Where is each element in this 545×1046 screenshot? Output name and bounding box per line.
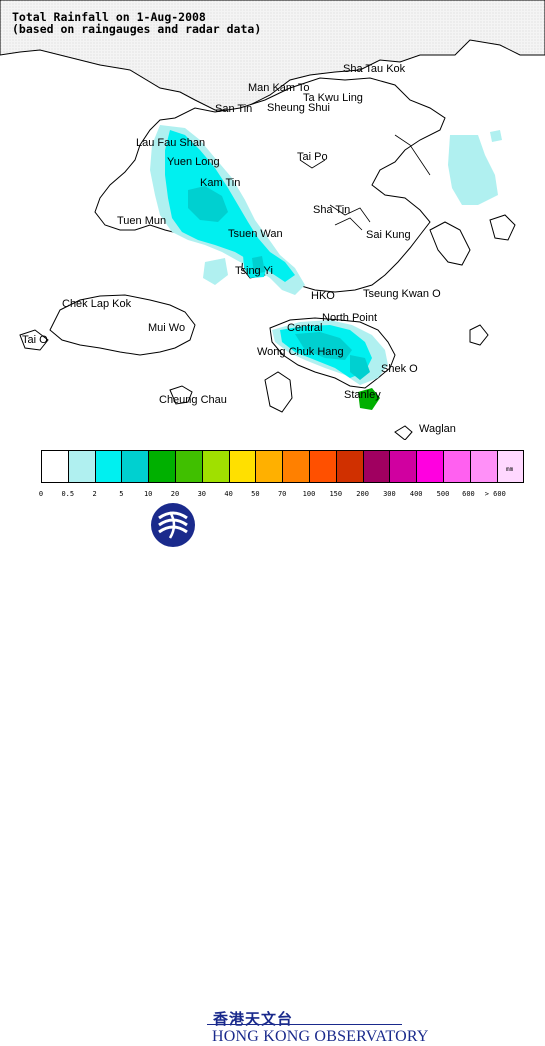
legend-swatch (282, 450, 310, 483)
legend-threshold-label: 500 (436, 490, 450, 498)
map-title-line2: (based on raingauges and radar data) (12, 22, 262, 36)
rainfall-map: Sha Tau Kok Man Kam To Ta Kwu Ling San T… (0, 0, 545, 440)
place-mui-wo: Mui Wo (148, 322, 185, 334)
place-cheung-chau: Cheung Chau (159, 394, 227, 406)
place-kam-tin: Kam Tin (200, 177, 240, 189)
legend-swatch (255, 450, 284, 483)
place-tsing-yi: Tsing Yi (235, 265, 273, 277)
place-yuen-long: Yuen Long (167, 156, 220, 168)
place-tuen-mun: Tuen Mun (117, 215, 166, 227)
place-stanley: Stanley (344, 389, 381, 401)
legend-threshold-label: 70 (277, 490, 287, 498)
place-tai-po: Tai Po (297, 151, 328, 163)
legend-swatch (469, 450, 498, 483)
legend-swatch (389, 450, 418, 483)
legend-threshold-label: 150 (329, 490, 343, 498)
place-sha-tin: Sha Tin (313, 204, 350, 216)
legend-threshold-label: 600 (462, 490, 475, 498)
mainland-area (0, 0, 545, 111)
coast-detail-lines (299, 134, 431, 231)
rainfall-5-10mm (188, 186, 370, 380)
legend-threshold-label: 100 (302, 490, 316, 498)
place-sha-tau-kok: Sha Tau Kok (343, 63, 406, 75)
legend-swatch (496, 450, 525, 483)
legend-swatch (121, 450, 150, 483)
rainfall-10-20mm (358, 388, 380, 410)
tai-o-coast (19, 329, 49, 351)
hko-emblem-icon (151, 503, 195, 547)
lamma-island (264, 371, 293, 413)
legend-swatch (362, 450, 391, 483)
place-chek-lap-kok: Chek Lap Kok (62, 298, 132, 310)
place-sheung-shui: Sheung Shui (267, 102, 330, 114)
place-hko: HKO (311, 290, 335, 302)
legend-swatch (94, 450, 123, 483)
legend-threshold-label: 10 (143, 490, 153, 498)
legend-threshold-label: 0 (38, 490, 44, 498)
sai-kung-islands (429, 221, 471, 266)
legend-swatch (148, 450, 176, 483)
legend-threshold-label: 400 (409, 490, 423, 498)
legend-threshold-label: 0.5 (61, 490, 75, 498)
legend-threshold-label: 300 (383, 490, 396, 498)
place-lau-fau-shan: Lau Fau Shan (136, 137, 205, 149)
place-man-kam-to: Man Kam To (248, 82, 310, 94)
legend-swatch (335, 450, 364, 483)
waglan-island (394, 425, 413, 440)
legend-threshold-label: 30 (197, 490, 207, 498)
lantau-island (49, 294, 196, 356)
place-tai-o: Tai O (22, 334, 48, 346)
place-tseung-kwan-o: Tseung Kwan O (363, 288, 441, 300)
place-ta-kwu-ling: Ta Kwu Ling (303, 92, 363, 104)
legend-threshold-label: 40 (224, 490, 233, 498)
place-sai-kung: Sai Kung (366, 229, 411, 241)
logo-divider (207, 1024, 402, 1025)
legend-swatch (416, 450, 444, 483)
place-north-point: North Point (322, 312, 377, 324)
place-tsuen-wan: Tsuen Wan (228, 228, 283, 240)
legend-swatch (228, 450, 257, 483)
place-central: Central (287, 322, 322, 334)
legend-threshold-label: 200 (356, 490, 369, 498)
legend-swatch (309, 450, 337, 483)
legend-swatch (175, 450, 203, 483)
map-title-line1: Total Rainfall on 1-Aug-2008 (12, 10, 206, 24)
logo-chinese-name: 香港天文台 (213, 1010, 294, 1028)
logo-english-name: HONG KONG OBSERVATORY (212, 1028, 429, 1045)
place-waglan: Waglan (419, 423, 456, 435)
legend-swatch (67, 450, 96, 483)
place-shek-o: Shek O (381, 363, 418, 375)
legend-swatch (201, 450, 230, 483)
legend-threshold-label: 20 (170, 490, 180, 498)
legend-threshold-label: > 600 (484, 490, 506, 498)
legend-threshold-label: 50 (251, 490, 260, 498)
place-san-tin: San Tin (215, 103, 252, 115)
legend-swatch (41, 450, 69, 483)
legend-threshold-label: 2 (92, 490, 97, 498)
place-wong-chuk-hang: Wong Chuk Hang (257, 346, 344, 358)
east-islands (489, 214, 516, 241)
legend-threshold-label: 5 (119, 490, 124, 498)
hko-logo-footer: 香港天文台 HONG KONG OBSERVATORY (0, 500, 545, 1045)
legend-swatch (443, 450, 471, 483)
cheung-chau (169, 385, 193, 405)
legend-unit: mm (506, 466, 514, 473)
ninepin-islands (469, 324, 489, 346)
